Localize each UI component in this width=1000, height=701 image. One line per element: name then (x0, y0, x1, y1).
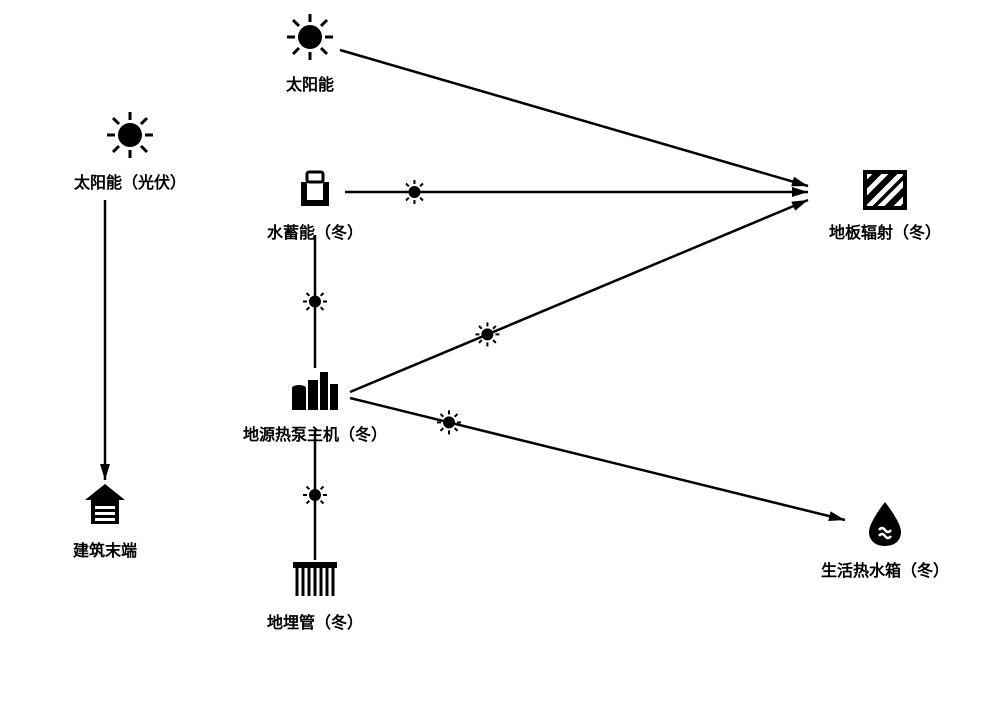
node-dhw-label: 生活热水箱（冬） (800, 557, 970, 581)
node-building-label: 建筑末端 (55, 537, 155, 561)
node-solar: 太阳能 (260, 12, 360, 95)
sun-icon (285, 12, 335, 62)
node-floor-label: 地板辐射（冬） (810, 219, 960, 243)
house-icon (81, 480, 129, 528)
node-solar-label: 太阳能 (260, 71, 360, 95)
node-pipe-label: 地埋管（冬） (250, 609, 380, 633)
plant-icon (290, 370, 340, 412)
node-water: 水蓄能（冬） (250, 170, 380, 243)
node-floor: 地板辐射（冬） (810, 170, 960, 243)
pipes-icon (291, 560, 339, 600)
node-gshp-label: 地源热泵主机（冬） (220, 421, 410, 445)
tank-icon (293, 170, 337, 210)
node-building: 建筑末端 (55, 480, 155, 561)
node-pipe: 地埋管（冬） (250, 560, 380, 633)
hatch-icon (863, 170, 907, 210)
node-pv-label: 太阳能（光伏） (50, 169, 210, 193)
node-gshp: 地源热泵主机（冬） (220, 370, 410, 445)
node-pv: 太阳能（光伏） (50, 110, 210, 193)
sun-icon (105, 110, 155, 160)
node-dhw: 生活热水箱（冬） (800, 500, 970, 581)
node-water-label: 水蓄能（冬） (250, 219, 380, 243)
drop-icon (865, 500, 905, 548)
